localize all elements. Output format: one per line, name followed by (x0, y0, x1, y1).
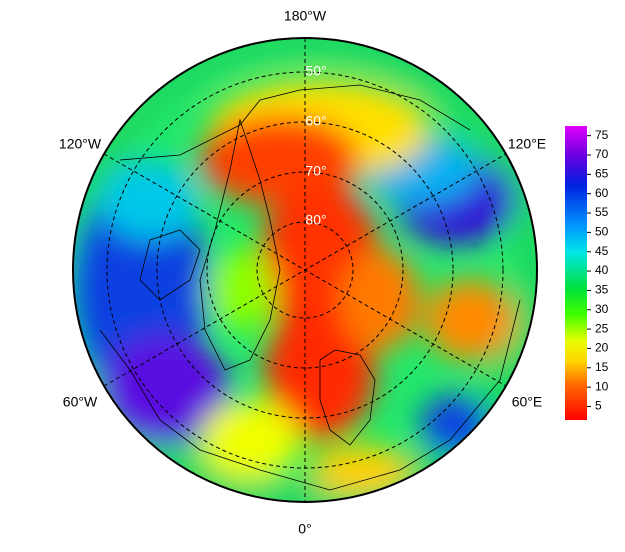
colorbar-tick-label: 15 (595, 360, 609, 374)
colorbar-tick-label: 55 (595, 205, 609, 219)
latitude-label: 50° (305, 63, 326, 79)
longitude-label: 0° (298, 521, 311, 537)
colorbar (565, 126, 587, 420)
latitude-label: 60° (305, 113, 326, 129)
latitude-label: 70° (305, 163, 326, 179)
graticule (103, 38, 507, 502)
colorbar-tick-label: 20 (595, 341, 609, 355)
colorbar-tick-label: 10 (595, 379, 609, 393)
colorbar-tick-label: 45 (595, 244, 609, 258)
colorbar-ticks: 5 10 15 20 25 30 35 40 45 50 55 60 65 70 75 (587, 128, 609, 413)
colorbar-tick-label: 50 (595, 225, 609, 239)
coastlines (99, 84, 521, 491)
colorbar-tick-label: 65 (595, 167, 609, 181)
longitude-label: 60°E (512, 394, 543, 410)
colorbar-tick-label: 70 (595, 147, 609, 161)
map-border (72, 37, 538, 503)
longitude-label: 120°W (59, 136, 102, 152)
colorbar-tick-label: 5 (595, 399, 602, 413)
latitude-label: 80° (305, 212, 326, 228)
colorbar-tick-label: 30 (595, 302, 609, 316)
longitude-label: 60°W (63, 394, 98, 410)
colorbar-tick-label: 40 (595, 263, 609, 277)
longitude-label: 180°W (284, 8, 327, 24)
colorbar-tick-label: 25 (595, 321, 609, 335)
longitude-label: 120°E (508, 136, 546, 152)
colorbar-tick-label: 60 (595, 186, 609, 200)
colorbar-tick-label: 75 (595, 128, 609, 142)
colorbar-tick-label: 35 (595, 283, 609, 297)
